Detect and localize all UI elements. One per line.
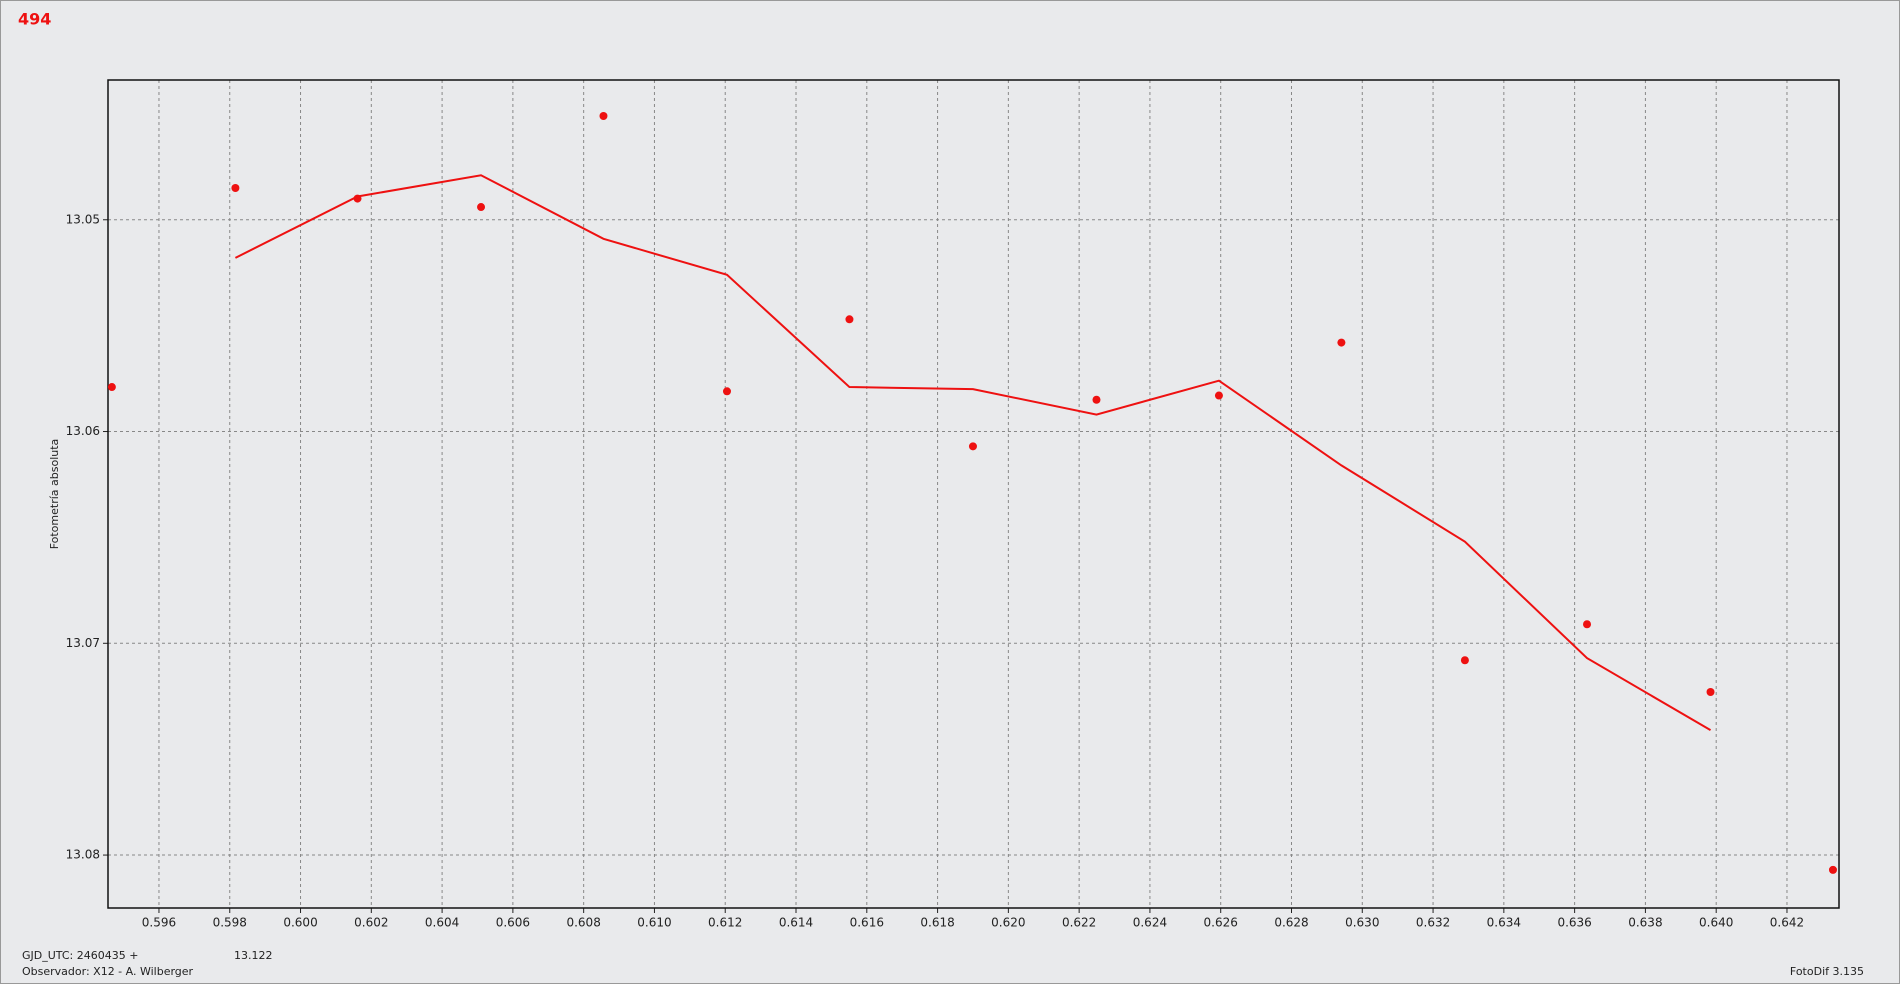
plot-border [107,79,1840,909]
y-tick-label: 13.08 [66,848,100,862]
y-axis-label: Fotometría absoluta [48,439,61,550]
footer-observer: Observador: X12 - A. Wilberger [22,965,194,978]
chart-title: 494 [18,10,51,29]
x-tick-label: 0.640 [1699,916,1733,930]
x-tick-label: 0.624 [1133,916,1167,930]
x-tick-label: 0.612 [708,916,742,930]
data-point [1706,688,1715,696]
data-point [1828,865,1837,874]
x-tick-label: 0.630 [1345,916,1379,930]
plot-area [108,80,1839,908]
data-point [968,442,977,451]
data-point [599,112,608,120]
data-point [1337,338,1346,347]
x-tick-label: 0.616 [850,916,884,930]
x-tick-label: 0.626 [1204,916,1238,930]
x-tick-label: 0.614 [779,916,813,930]
footer-software: FotoDif 3.135 [1790,965,1864,978]
x-tick-label: 0.642 [1770,916,1804,930]
data-point [1214,391,1223,400]
y-tick-label: 13.07 [66,636,100,650]
fit-line [234,174,1712,731]
x-tick-label: 0.596 [142,916,176,930]
x-tick-label: 0.610 [637,916,671,930]
x-tick-label: 0.632 [1416,916,1450,930]
x-tick-label: 0.636 [1557,916,1591,930]
x-tick-label: 0.618 [920,916,954,930]
x-tick-label: 0.638 [1628,916,1662,930]
data-point [1092,395,1101,404]
x-tick-label: 0.628 [1274,916,1308,930]
data-point [722,387,731,396]
data-point [845,315,854,324]
data-point [1460,656,1469,665]
footer-value: 13.122 [234,949,273,962]
x-tick-label: 0.634 [1487,916,1521,930]
x-tick-label: 0.600 [283,916,317,930]
y-tick-label: 13.06 [66,424,100,438]
x-tick-label: 0.622 [1062,916,1096,930]
footer-gjd: GJD_UTC: 2460435 + [22,949,138,962]
data-point [231,184,240,192]
data-point [477,203,486,212]
x-tick-label: 0.606 [496,916,530,930]
x-tick-label: 0.602 [354,916,388,930]
y-tick-label: 13.05 [66,212,100,226]
data-point [107,383,116,392]
x-tick-label: 0.620 [991,916,1025,930]
x-tick-label: 0.608 [566,916,600,930]
data-point [1583,620,1592,629]
x-tick-label: 0.604 [425,916,459,930]
x-tick-label: 0.598 [213,916,247,930]
data-point [353,194,362,203]
